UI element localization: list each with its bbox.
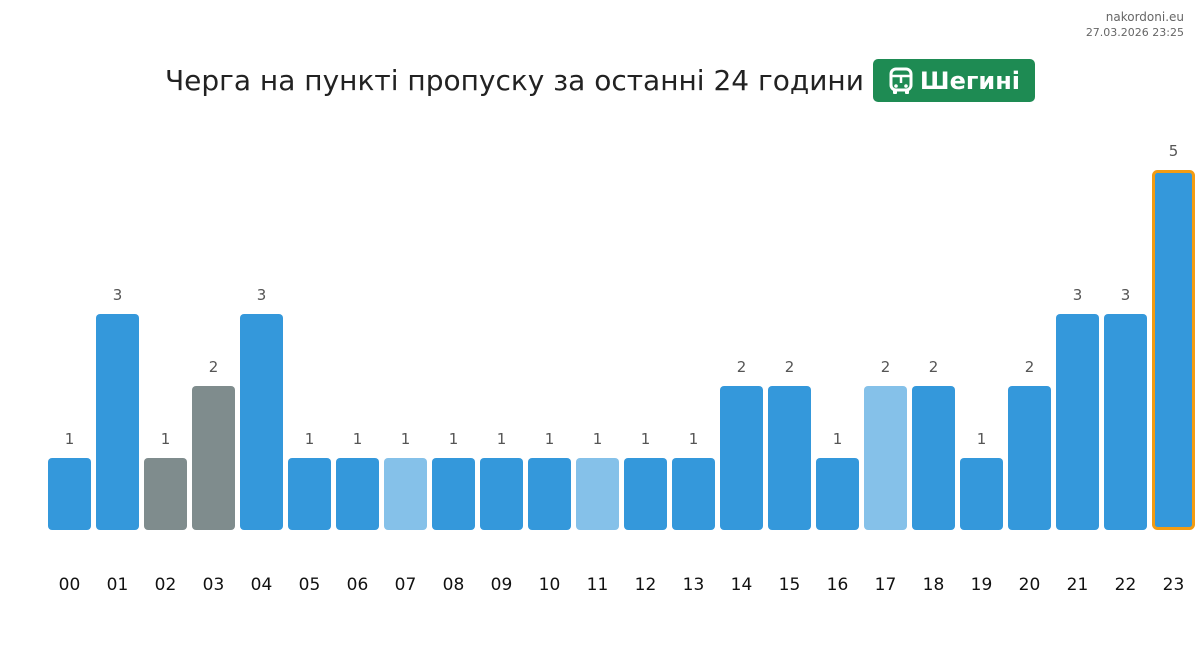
bar-value-label: 1 [353,430,363,448]
x-tick-label: 06 [347,575,369,595]
bar-17 [864,386,907,530]
checkpoint-name: Шегині [919,66,1021,95]
bar-value-label: 1 [497,430,507,448]
x-tick-label: 16 [827,575,849,595]
bar-22 [1104,314,1147,530]
x-tick-label: 22 [1115,575,1137,595]
bar-value-label: 1 [641,430,651,448]
bar-09 [480,458,523,530]
bar-value-label: 1 [449,430,459,448]
bar-value-label: 5 [1169,142,1179,160]
bus-icon [889,67,913,94]
x-tick-label: 08 [443,575,465,595]
bar-14 [720,386,763,530]
bar-07 [384,458,427,530]
bar-08 [432,458,475,530]
x-tick-label: 18 [923,575,945,595]
bar-value-label: 3 [1121,286,1131,304]
chart-title: Черга на пункті пропуску за останні 24 г… [164,64,864,97]
x-tick-label: 01 [107,575,129,595]
x-tick-label: 19 [971,575,993,595]
bar-value-label: 1 [689,430,699,448]
x-tick-label: 09 [491,575,513,595]
bar-03 [192,386,235,530]
bar-11 [576,458,619,530]
bar-18 [912,386,955,530]
x-tick-label: 13 [683,575,705,595]
bar-value-label: 3 [1073,286,1083,304]
bar-00 [48,458,91,530]
x-tick-label: 07 [395,575,417,595]
x-tick-label: 00 [59,575,81,595]
x-tick-label: 04 [251,575,273,595]
bar-value-label: 2 [737,358,747,376]
bar-value-label: 1 [305,430,315,448]
bar-20 [1008,386,1051,530]
bar-02 [144,458,187,530]
bar-value-label: 2 [929,358,939,376]
x-tick-label: 03 [203,575,225,595]
bar-value-label: 3 [113,286,123,304]
bar-01 [96,314,139,530]
bar-23 [1152,170,1195,530]
x-tick-label: 15 [779,575,801,595]
bar-value-label: 3 [257,286,267,304]
bar-value-label: 1 [545,430,555,448]
bar-value-label: 1 [65,430,75,448]
bar-13 [672,458,715,530]
bar-06 [336,458,379,530]
x-tick-label: 17 [875,575,897,595]
watermark: nakordoni.eu 27.03.2026 23:25 [1086,9,1184,41]
bar-05 [288,458,331,530]
bar-16 [816,458,859,530]
bar-value-label: 2 [881,358,891,376]
x-tick-label: 10 [539,575,561,595]
bar-value-label: 1 [401,430,411,448]
chart-header: Черга на пункті пропуску за останні 24 г… [0,59,1200,102]
x-tick-label: 02 [155,575,177,595]
bar-21 [1056,314,1099,530]
bar-value-label: 2 [209,358,219,376]
bar-04 [240,314,283,530]
x-tick-label: 20 [1019,575,1041,595]
bar-value-label: 2 [785,358,795,376]
x-tick-label: 14 [731,575,753,595]
x-tick-label: 21 [1067,575,1089,595]
bar-value-label: 2 [1025,358,1035,376]
bar-12 [624,458,667,530]
checkpoint-badge: Шегині [872,59,1036,102]
bar-10 [528,458,571,530]
x-tick-label: 23 [1163,575,1185,595]
watermark-site: nakordoni.eu [1105,10,1184,24]
x-tick-label: 05 [299,575,321,595]
bar-value-label: 1 [833,430,843,448]
x-tick-label: 11 [587,575,609,595]
bar-value-label: 1 [977,430,987,448]
bar-19 [960,458,1003,530]
bar-value-label: 1 [161,430,171,448]
watermark-timestamp: 27.03.2026 23:25 [1085,26,1184,39]
bar-value-label: 1 [593,430,603,448]
bar-15 [768,386,811,530]
x-tick-label: 12 [635,575,657,595]
